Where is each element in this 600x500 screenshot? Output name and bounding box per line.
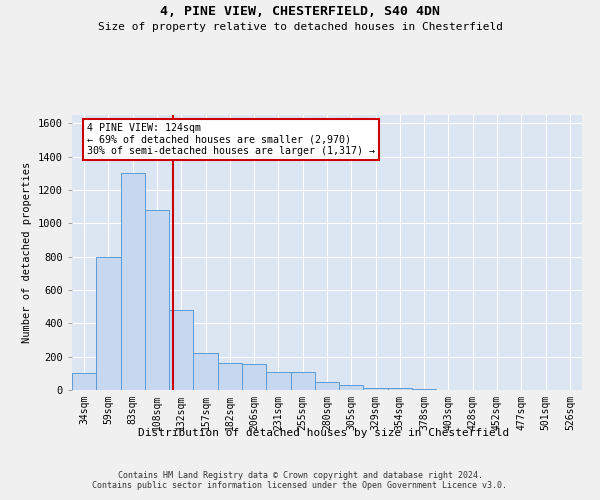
Bar [145, 210, 169, 390]
Bar [412, 389, 436, 390]
Bar [96, 256, 121, 390]
Bar [315, 382, 339, 390]
Y-axis label: Number of detached properties: Number of detached properties [22, 162, 32, 343]
Bar [218, 364, 242, 390]
Text: Size of property relative to detached houses in Chesterfield: Size of property relative to detached ho… [97, 22, 503, 32]
Bar [121, 174, 145, 390]
Text: Contains HM Land Registry data © Crown copyright and database right 2024.
Contai: Contains HM Land Registry data © Crown c… [92, 470, 508, 490]
Bar [193, 354, 218, 390]
Text: 4 PINE VIEW: 124sqm
← 69% of detached houses are smaller (2,970)
30% of semi-det: 4 PINE VIEW: 124sqm ← 69% of detached ho… [88, 123, 376, 156]
Bar [388, 388, 412, 390]
Bar [169, 310, 193, 390]
Bar [364, 388, 388, 390]
Text: Distribution of detached houses by size in Chesterfield: Distribution of detached houses by size … [139, 428, 509, 438]
Bar [242, 364, 266, 390]
Bar [290, 372, 315, 390]
Text: 4, PINE VIEW, CHESTERFIELD, S40 4DN: 4, PINE VIEW, CHESTERFIELD, S40 4DN [160, 5, 440, 18]
Bar [339, 385, 364, 390]
Bar [72, 374, 96, 390]
Bar [266, 372, 290, 390]
